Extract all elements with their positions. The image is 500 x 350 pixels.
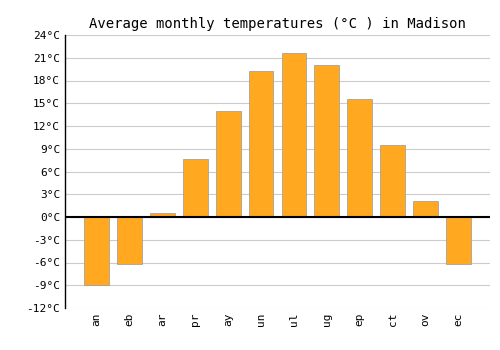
Bar [248,71,274,217]
Bar [117,217,142,264]
Bar [348,99,372,217]
Bar [380,145,405,217]
Bar [446,217,470,264]
Bar [314,65,339,217]
Bar [282,53,306,217]
Title: Average monthly temperatures (°C ) in Madison: Average monthly temperatures (°C ) in Ma… [89,17,466,31]
Bar [183,159,208,217]
Bar [150,213,174,217]
Bar [84,217,109,285]
Bar [216,111,240,217]
Bar [413,201,438,217]
